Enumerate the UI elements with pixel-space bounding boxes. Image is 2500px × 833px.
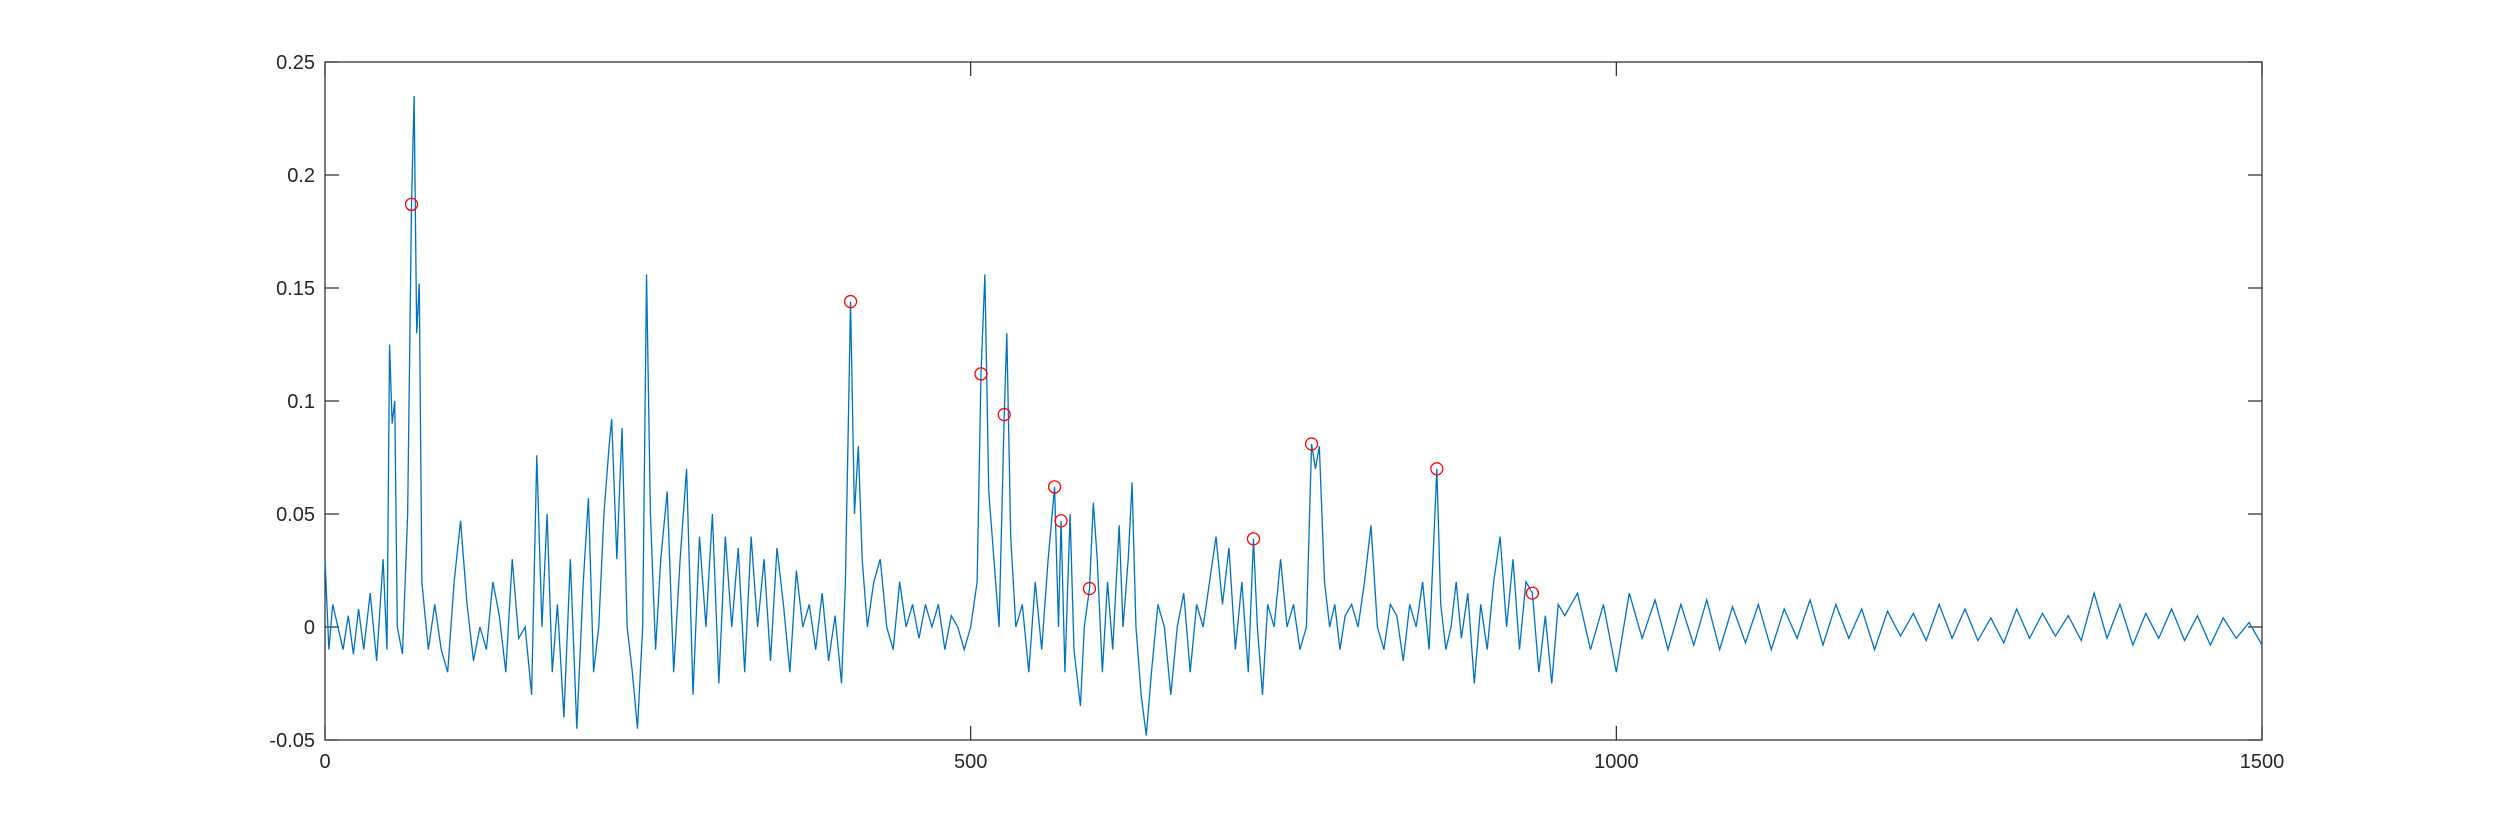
x-tick-label: 1000 [1594, 751, 1639, 773]
y-tick-label: 0.1 [287, 391, 315, 413]
x-tick-label: 1500 [2240, 751, 2285, 773]
peak-marker [843, 294, 858, 309]
peak-marker [1054, 514, 1068, 528]
peak-marker [1082, 581, 1097, 596]
peak-marker [1430, 462, 1444, 476]
peak-marker [974, 367, 988, 381]
peak-marker [1304, 437, 1319, 451]
y-tick-label: 0.2 [287, 165, 315, 187]
y-tick-label: -0.05 [269, 730, 315, 752]
y-tick-label: 0.15 [276, 278, 315, 300]
x-tick-label: 500 [954, 751, 987, 773]
y-tick-label: 0.05 [276, 504, 315, 526]
peak-marker [997, 407, 1011, 422]
peak-marker [1246, 532, 1261, 546]
peak-marker [1525, 586, 1540, 600]
peak-marker [1047, 480, 1062, 494]
x-tick-label: 0 [319, 751, 330, 773]
plot-area [324, 61, 2263, 741]
peak-marker [404, 197, 419, 212]
y-tick-label: 0 [304, 617, 315, 639]
signal-line [324, 95, 2263, 736]
y-tick-label: 0.25 [276, 52, 315, 74]
